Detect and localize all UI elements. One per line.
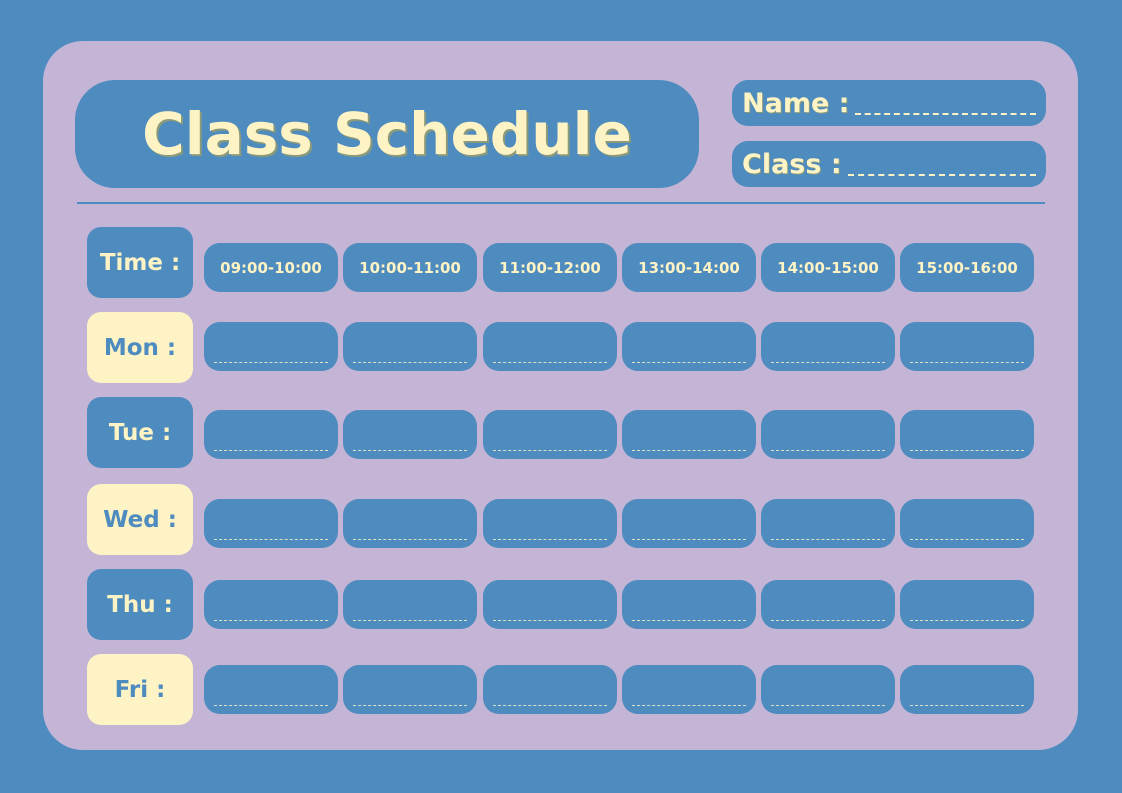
write-line [910,539,1024,540]
schedule-cell[interactable] [622,499,756,548]
schedule-cell[interactable] [343,410,477,459]
schedule-cell[interactable] [483,499,617,548]
write-line [632,450,746,451]
write-line [493,620,607,621]
schedule-cell[interactable] [204,322,338,371]
write-line [493,539,607,540]
day-label: Tue : [87,397,193,468]
schedule-cell[interactable] [900,322,1034,371]
schedule-cell[interactable] [900,499,1034,548]
write-line [771,450,885,451]
write-line [353,620,467,621]
schedule-cell[interactable] [483,665,617,714]
write-line [910,620,1024,621]
time-slot-header: 13:00-14:00 [622,243,756,292]
write-line [910,362,1024,363]
schedule-cell[interactable] [761,322,895,371]
schedule-cell[interactable] [622,410,756,459]
day-label: Thu : [87,569,193,640]
time-label: Time : [87,227,193,298]
schedule-cell[interactable] [761,410,895,459]
write-line [214,362,328,363]
schedule-cell[interactable] [900,665,1034,714]
schedule-cell[interactable] [204,410,338,459]
write-line [910,450,1024,451]
write-line [771,620,885,621]
write-line [493,705,607,706]
divider [77,202,1045,204]
time-slot-header: 14:00-15:00 [761,243,895,292]
schedule-cell[interactable] [900,580,1034,629]
write-line [214,539,328,540]
write-line [214,620,328,621]
write-line [632,539,746,540]
schedule-cell[interactable] [761,499,895,548]
class-label: Class : [742,148,842,180]
schedule-cell[interactable] [761,665,895,714]
time-slot-header: 10:00-11:00 [343,243,477,292]
schedule-cell[interactable] [343,322,477,371]
schedule-cell[interactable] [483,580,617,629]
schedule-cell[interactable] [483,322,617,371]
write-line [771,539,885,540]
class-field[interactable]: Class : [732,141,1046,187]
schedule-cell[interactable] [204,580,338,629]
write-line [493,450,607,451]
write-line [353,450,467,451]
write-line [771,362,885,363]
schedule-cell[interactable] [204,499,338,548]
name-label: Name : [742,87,850,119]
page-title: Class Schedule [75,80,699,188]
day-label: Fri : [87,654,193,725]
schedule-cell[interactable] [622,580,756,629]
write-line [353,705,467,706]
schedule-cell[interactable] [900,410,1034,459]
schedule-cell[interactable] [622,665,756,714]
schedule-cell[interactable] [204,665,338,714]
name-input-line[interactable] [855,113,1036,115]
schedule-cell[interactable] [483,410,617,459]
write-line [910,705,1024,706]
name-field[interactable]: Name : [732,80,1046,126]
write-line [214,705,328,706]
write-line [493,362,607,363]
class-input-line[interactable] [847,174,1036,176]
schedule-cell[interactable] [343,499,477,548]
schedule-cell[interactable] [343,580,477,629]
write-line [353,362,467,363]
write-line [353,539,467,540]
schedule-cell[interactable] [761,580,895,629]
time-slot-header: 11:00-12:00 [483,243,617,292]
write-line [771,705,885,706]
schedule-cell[interactable] [343,665,477,714]
time-slot-header: 15:00-16:00 [900,243,1034,292]
write-line [632,362,746,363]
write-line [214,450,328,451]
time-slot-header: 09:00-10:00 [204,243,338,292]
write-line [632,705,746,706]
day-label: Mon : [87,312,193,383]
schedule-cell[interactable] [622,322,756,371]
write-line [632,620,746,621]
day-label: Wed : [87,484,193,555]
